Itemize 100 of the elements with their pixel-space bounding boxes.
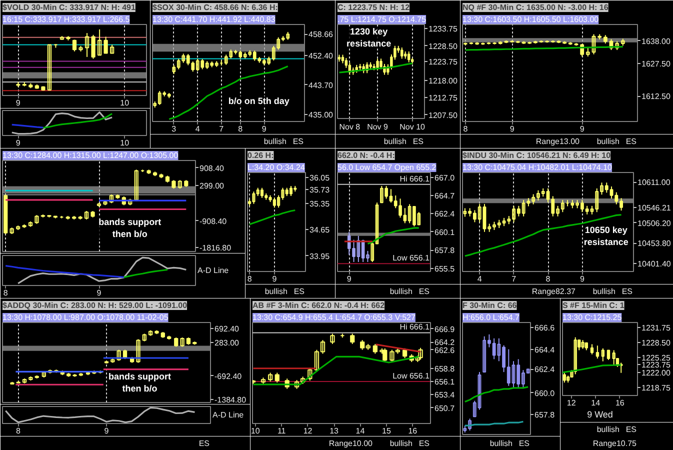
x-tick-label: 9 [580, 124, 585, 134]
chart-subtitle: 13:30 C:10475.04 H:10482.01 L:10474.10 [462, 163, 613, 172]
y-tick-label: 662.6 [434, 346, 456, 355]
y-tick-label: 10546.21 [638, 203, 672, 212]
y-tick-label: 33.95 [310, 252, 330, 261]
text: Range10.00 [328, 439, 374, 448]
x-tick-label: 14 [591, 398, 601, 408]
x-tick-label: 8 [16, 426, 22, 436]
text: bullish [596, 137, 620, 146]
text: Range82.37 [532, 287, 576, 296]
y-tick-label: 1212.75 [428, 94, 458, 103]
text: bullish [264, 287, 288, 296]
chart-subtitle: 13:30 C:1603.50 H:1605.50 L:1603.00 [462, 15, 600, 24]
y-tick-label: 10401.40 [638, 260, 672, 269]
y-tick-label: 692.40 [214, 324, 240, 334]
x-tick-label: 11 [277, 426, 286, 436]
y-tick-label: 1627.50 [642, 60, 671, 69]
chart-subtitle: 13:30 C:441.70 H:441.92 L:440.83 [152, 15, 276, 24]
y-tick-label: -1384.80 [214, 395, 247, 404]
text: ES [518, 439, 530, 448]
y-tick-label: 1222.00 [642, 368, 671, 378]
y-axis-title: A-D Line [198, 266, 230, 275]
x-tick-label: Nov 9 [367, 122, 389, 132]
x-tick-label: 12 [566, 398, 576, 408]
y-tick-label: 666.9 [434, 324, 456, 334]
chart-title: $ADDQ 30-Min C: 283.00 N: H: 529.00 L: -1091.00 [2, 301, 188, 310]
y-tick-label: 34.65 [310, 226, 330, 235]
chart-subtitle: 13:30 C:1284.00 H:1315.00 L:1247.00 O:1305.00 [2, 151, 179, 160]
text: bullish [490, 439, 513, 448]
chart-subtitle: L:34.20 O:34.24 [248, 163, 306, 172]
chart-title: $VOLD 30-Min C: 333.917 N: H: 491 [2, 3, 136, 12]
x-tick-label: 9 [16, 138, 21, 148]
y-tick-label: 908.40 [200, 164, 225, 173]
text: bullish [264, 137, 287, 146]
y-tick-label: 1207.50 [428, 110, 458, 120]
y-tick-label: 1228.50 [642, 338, 671, 348]
y-tick-label: 10453.80 [638, 239, 672, 248]
x-tick-label: 8 [3, 288, 8, 298]
x-tick-label: 9 [96, 288, 102, 298]
y-tick-label: 458.66 [308, 30, 334, 40]
y-tick-label: 666.6 [534, 323, 556, 332]
text: ES [626, 137, 636, 146]
y-tick-label: 656.1 [434, 378, 456, 387]
text: bullish [390, 287, 413, 296]
y-tick-label: 657.8 [434, 246, 456, 256]
y-tick-label: -1816.80 [200, 243, 232, 252]
x-tick-label: 10 [250, 426, 260, 436]
annotation: 1230 key resistance [346, 26, 392, 49]
chart-title: $SOX 30-Min C: 458.66 N: 6.36 H: [152, 3, 278, 12]
y-tick-label: 1218.00 [428, 76, 458, 86]
y-tick-label: 662.4 [534, 365, 556, 374]
ref-line-label: Hi 666.1 [400, 322, 430, 332]
x-tick-label: 9 [262, 124, 267, 134]
text: bullish [390, 439, 413, 448]
annotation: bands support then b/o [98, 216, 162, 239]
chart-title: NQ #F 30-Min C: 1635.00 N: -3.00 H: 16 [462, 3, 609, 12]
chart-subtitle: 13:30 C:1215.25 [562, 313, 622, 322]
annotation: b/o on 5th day [228, 96, 290, 106]
y-tick-label: 1228.50 [428, 42, 458, 51]
y-tick-label: 283.00 [214, 338, 240, 348]
y-tick-label: 1231.75 [642, 323, 671, 332]
text: ES [622, 287, 632, 296]
text: bullish [384, 137, 407, 146]
chart-title: 0.26 H: [248, 151, 274, 160]
x-tick-label: 7 [512, 274, 517, 284]
x-tick-label: Nov 8 [339, 122, 361, 132]
text: ES [412, 137, 424, 146]
ref-line-label: Low 656.1 [392, 372, 430, 381]
annotation: 10650 key resistance [584, 224, 628, 247]
y-tick-label: 658.8 [434, 364, 456, 374]
x-tick-label: 15 [382, 426, 392, 436]
x-tick-label: 10 [120, 98, 130, 108]
chart-title: F 30-Min C: 66 [462, 301, 518, 310]
x-tick-label: Nov 10 [400, 122, 426, 132]
y-tick-label: 650.7 [434, 404, 456, 413]
x-tick-label: 16 [408, 426, 418, 436]
text: ES [198, 439, 210, 448]
y-tick-label: 662.4 [434, 210, 456, 219]
y-tick-label: 36.05 [310, 173, 330, 182]
text: ES [626, 425, 636, 434]
x-tick-label: 7 [219, 124, 224, 134]
y-tick-label: 10611.00 [638, 178, 671, 188]
y-tick-label: 1223.75 [428, 57, 458, 66]
y-tick-label: 1233.75 [428, 24, 458, 34]
y-tick-label: 664.4 [534, 345, 556, 354]
x-tick-label: 9 [346, 274, 352, 284]
x-tick-label: 14 [356, 426, 366, 436]
chart-subtitle: .75 L:1214.75 O:1214.75 [338, 15, 427, 24]
text: Range13.00 [536, 137, 580, 146]
y-tick-label: 664.2 [434, 338, 456, 348]
x-tick-label: 9 [272, 274, 278, 284]
ref-line-label: Low 656.1 [392, 254, 430, 263]
y-tick-label: 1218.75 [642, 383, 671, 392]
text: ES [418, 439, 430, 448]
x-tick-label: 8 [247, 274, 252, 284]
y-tick-label: 443.70 [308, 80, 334, 90]
y-tick-label: 660.0 [534, 388, 556, 398]
x-tick-label: 9 [510, 124, 515, 134]
chart-title: 662.0 N: -0.4 H: [338, 151, 395, 160]
x-tick-label: 16 [615, 398, 625, 408]
